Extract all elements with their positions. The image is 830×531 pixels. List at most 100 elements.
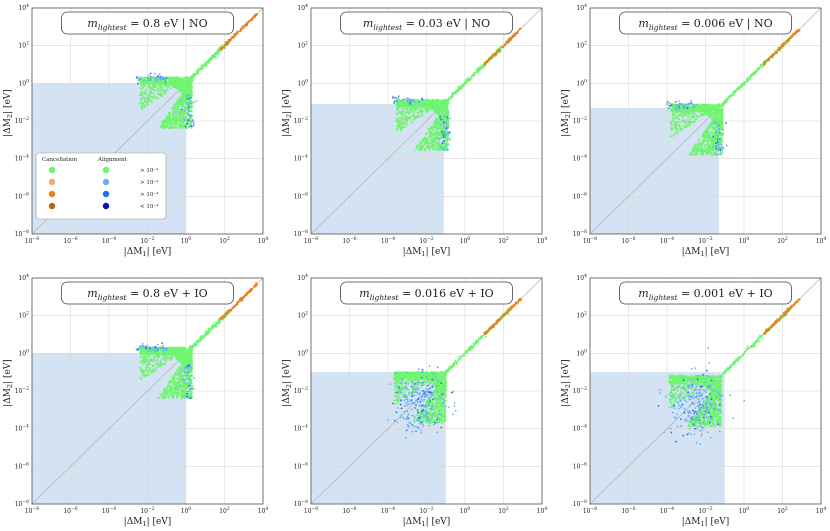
scatter-point	[695, 152, 697, 154]
scatter-point	[149, 91, 151, 94]
scatter-point	[172, 110, 175, 113]
scatter-point	[141, 103, 144, 106]
scatter-point	[676, 103, 679, 106]
scatter-point	[672, 127, 675, 130]
scatter-point	[741, 84, 744, 87]
scatter-point	[228, 39, 231, 42]
scatter-point	[150, 78, 153, 81]
scatter-point	[190, 100, 193, 103]
scatter-point	[160, 88, 163, 90]
scatter-point	[483, 63, 486, 65]
scatter-point	[402, 126, 405, 129]
scatter-point	[672, 119, 675, 122]
scatter-point	[714, 129, 716, 132]
scatter-point	[791, 34, 793, 37]
scatter-point	[465, 82, 468, 84]
scatter-point	[191, 74, 194, 77]
scatter-point	[477, 68, 479, 71]
scatter-point	[154, 95, 157, 98]
scatter-point	[705, 136, 708, 138]
scatter-point	[412, 99, 415, 102]
scatter-point	[409, 103, 412, 105]
scatter-point	[401, 111, 404, 114]
scatter-point	[422, 104, 425, 107]
scatter-point	[180, 87, 183, 90]
scatter-point	[696, 153, 698, 156]
scatter-point	[702, 107, 704, 110]
scatter-point	[189, 96, 192, 99]
scatter-point	[693, 106, 696, 108]
scatter-point	[675, 109, 678, 112]
scatter-point	[406, 123, 409, 126]
scatter-point	[719, 149, 722, 151]
scatter-point	[734, 91, 737, 94]
scatter-point	[715, 117, 718, 120]
scatter-point	[682, 103, 684, 105]
scatter-point	[224, 44, 227, 47]
scatter-points	[135, 12, 259, 130]
scatter-point	[424, 108, 427, 111]
scatter-point	[404, 126, 407, 128]
scatter-point	[444, 145, 447, 148]
scatter-point	[190, 92, 193, 95]
scatter-point	[179, 90, 182, 93]
scatter-point	[172, 126, 175, 129]
scatter-point	[182, 93, 185, 95]
y-tick-label: 100	[297, 78, 308, 87]
scatter-point	[698, 138, 701, 141]
scatter-point	[431, 128, 434, 131]
scatter-point	[503, 43, 506, 46]
scatter-point	[768, 57, 770, 60]
scatter-point	[175, 125, 178, 128]
scatter-point	[143, 76, 146, 79]
scatter-point	[678, 121, 681, 123]
scatter-point	[227, 40, 230, 43]
scatter-point	[150, 88, 153, 91]
scatter-point	[445, 125, 448, 128]
scatter-point	[412, 114, 415, 117]
scatter-point	[745, 80, 748, 82]
x-tick-label: 10−4	[102, 236, 116, 245]
scatter-point	[187, 94, 190, 97]
scatter-point	[441, 148, 444, 151]
scatter-point	[722, 147, 724, 150]
scatter-point	[159, 92, 162, 95]
scatter-point	[173, 104, 176, 107]
scatter-point	[251, 18, 254, 21]
plot-frame	[31, 7, 264, 235]
scatter-point	[407, 103, 410, 106]
scatter-point	[169, 112, 172, 115]
scatter-point	[396, 99, 399, 102]
scatter-point	[441, 127, 444, 130]
scatter-point	[430, 142, 433, 145]
scatter-point	[719, 110, 722, 113]
scatter-point	[185, 111, 188, 114]
scatter-point	[170, 122, 173, 124]
scatter-point	[428, 131, 431, 134]
scatter-point	[736, 88, 738, 90]
scatter-point	[216, 49, 219, 52]
panel-3: 10−810−810−610−610−410−410−210−210010010…	[561, 3, 826, 258]
scatter-point	[146, 78, 149, 81]
scatter-point	[418, 148, 420, 151]
scatter-point	[710, 109, 713, 112]
scatter-point	[182, 90, 185, 93]
scatter-point	[709, 134, 712, 137]
scatter-point	[670, 126, 673, 129]
scatter-point	[239, 29, 242, 31]
scatter-point	[408, 117, 411, 120]
scatter-point	[406, 97, 408, 99]
scatter-point	[435, 135, 438, 138]
scatter-point	[728, 96, 730, 98]
scatter-point	[139, 76, 142, 79]
scatter-point	[173, 82, 176, 85]
scatter-point	[140, 90, 143, 93]
scatter-point	[431, 133, 434, 136]
scatter-point	[211, 56, 214, 59]
scatter-point	[671, 118, 674, 121]
scatter-point	[404, 101, 407, 104]
scatter-point	[505, 41, 508, 44]
scatter-point	[393, 100, 396, 103]
scatter-point	[404, 118, 407, 121]
scatter-point	[715, 120, 717, 123]
